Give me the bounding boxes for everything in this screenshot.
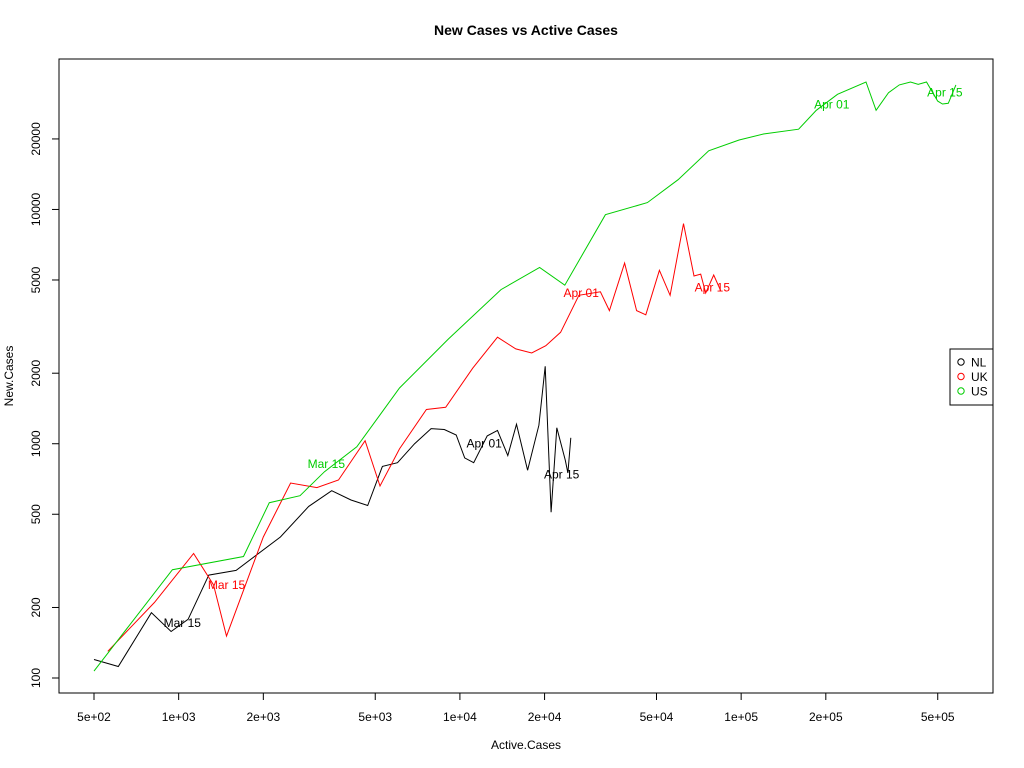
y-tick-label: 2000: [29, 360, 43, 387]
y-tick-label: 200: [29, 597, 43, 617]
y-tick-label: 10000: [29, 192, 43, 226]
annotation-layer: Mar 15 Apr 01 Apr 15 Mar 15 Apr 01 Apr 15 Mar …: [164, 86, 963, 630]
series-layer: [93, 81, 957, 672]
x-tick-label: 2e+05: [809, 710, 843, 724]
x-axis: 5e+02 1e+03 2e+03 5e+03 1e+04 2e+04 5e+04 1e+05…: [77, 692, 955, 724]
series-line-us: [93, 81, 957, 672]
y-axis: 100 200 500 1000 2000 5000 10000 20000: [29, 122, 60, 688]
annotation-us: Apr 15: [927, 86, 963, 100]
legend-marker-uk: [957, 372, 965, 381]
x-tick-label: 2e+04: [528, 710, 562, 724]
y-tick-label: 20000: [29, 122, 43, 156]
plot-frame: [58, 58, 994, 694]
x-tick-label: 5e+03: [358, 710, 392, 724]
y-tick-label: 1000: [29, 430, 43, 457]
annotation-uk: Apr 15: [695, 280, 731, 294]
series-line-nl: [93, 366, 572, 668]
x-tick-label: 1e+04: [443, 710, 477, 724]
x-tick-label: 5e+04: [640, 710, 674, 724]
legend-marker-nl: [957, 358, 965, 366]
annotation-us: Mar 15: [308, 457, 346, 471]
annotation-nl: Apr 01: [467, 437, 503, 451]
legend-label-nl: NL: [971, 356, 987, 370]
annotation-uk: Apr 01: [564, 286, 600, 300]
x-tick-label: 2e+03: [246, 710, 280, 724]
chart-title: New Cases vs Active Cases: [434, 22, 618, 38]
legend-marker-us: [957, 387, 965, 395]
annotation-uk: Mar 15: [208, 578, 246, 592]
y-tick-label: 100: [29, 668, 43, 688]
series-line-uk: [107, 223, 722, 652]
legend-label-us: US: [971, 385, 988, 399]
annotation-nl: Apr 15: [544, 467, 580, 481]
legend-box: [949, 348, 994, 406]
x-tick-label: 1e+03: [162, 710, 196, 724]
legend-label-uk: UK: [971, 370, 988, 384]
annotation-nl: Mar 15: [164, 616, 202, 630]
y-tick-label: 5000: [29, 266, 43, 293]
annotation-us: Apr 01: [814, 98, 850, 112]
x-axis-label: Active.Cases: [491, 738, 561, 752]
x-tick-label: 5e+05: [921, 710, 955, 724]
y-axis-label: New.Cases: [2, 346, 16, 407]
x-tick-label: 1e+05: [724, 710, 758, 724]
x-tick-label: 5e+02: [77, 710, 111, 724]
y-tick-label: 500: [29, 504, 43, 524]
